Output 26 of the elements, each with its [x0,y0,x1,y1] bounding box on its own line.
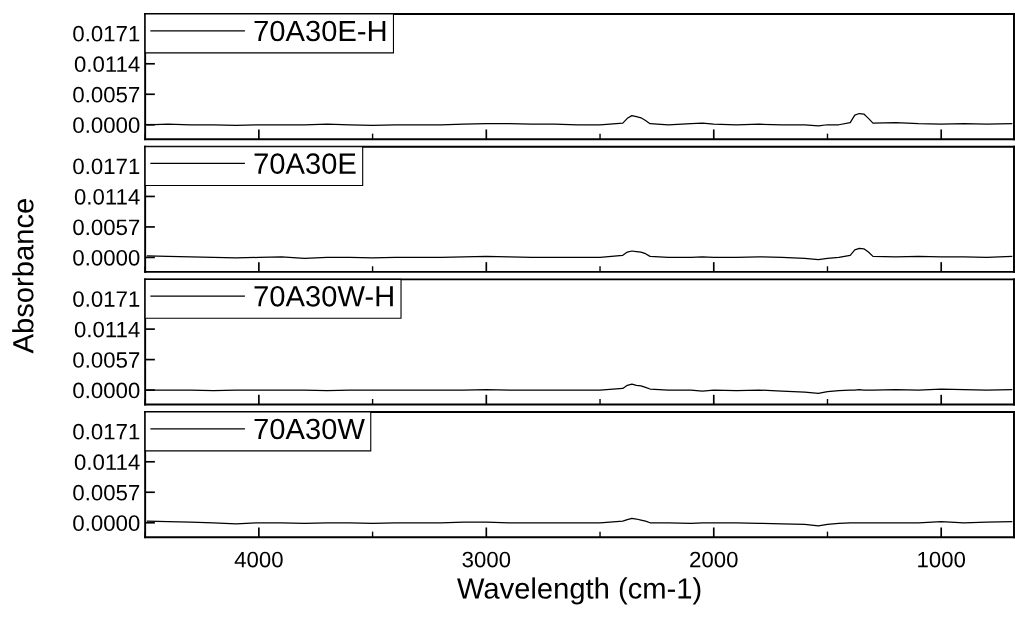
y-tick-label: 0.0000 [73,117,140,134]
y-tick-label: 0.0114 [74,454,140,471]
y-tick-label: 0.0171 [73,158,140,175]
y-tick-label: 0.0000 [73,249,140,266]
x-axis-title: Wavelength (cm-1) [457,577,701,605]
legend-label: 70A30W [254,418,365,440]
legend-label: 70A30E-H [254,20,386,42]
y-tick-label: 0.0057 [73,484,140,501]
y-axis-title: Absorbance [12,199,34,354]
y-tick-label: 0.0000 [73,515,140,532]
y-tick-label: 0.0171 [73,423,140,440]
y-tick-label: 0.0057 [73,352,140,368]
x-tick-label: 3000 [462,551,511,568]
y-tick-label: 0.0114 [74,321,140,338]
y-tick-label: 0.0171 [73,291,140,307]
x-tick-label: 1000 [918,551,966,568]
y-tick-label: 0.0000 [73,382,140,399]
y-tick-label: 0.0057 [73,219,140,236]
legend-label: 70A30W-H [254,285,393,307]
x-tick-label: 4000 [234,551,283,568]
x-tick-label: 2000 [690,551,738,568]
y-tick-label: 0.0057 [73,86,140,103]
legend-label: 70A30E [254,153,356,174]
y-tick-label: 0.0114 [74,188,140,205]
y-tick-label: 0.0171 [73,25,140,42]
y-tick-label: 0.0114 [74,56,140,73]
